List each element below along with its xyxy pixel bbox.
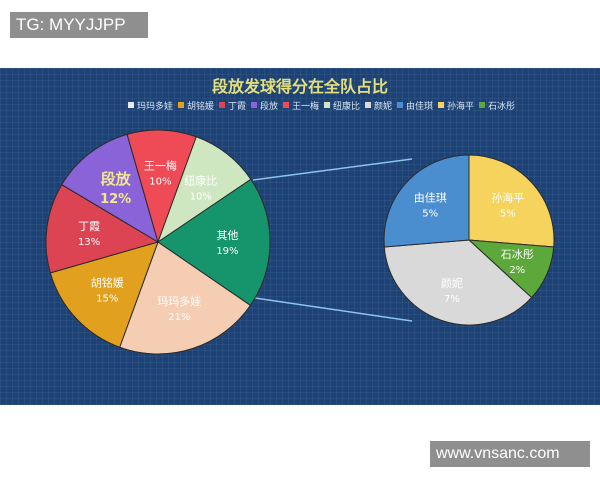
- main-pie-slice-label: 丁霞: [78, 220, 100, 233]
- main-pie-slice: [119, 241, 252, 355]
- chart-panel: 段放发球得分在全队占比 玛玛多娃 胡铭媛 丁霞 段放 王一梅 纽康比 颜妮 由佳琪 孙海平 石冰彤…: [0, 68, 600, 405]
- secondary-pie-slice: [468, 154, 555, 248]
- main-pie-slice-value: 12%: [100, 192, 131, 207]
- main-pie-slice-value: 10%: [190, 191, 212, 202]
- connector-line: [252, 158, 413, 181]
- legend-swatch: [178, 102, 184, 108]
- legend-item: 胡铭媛: [187, 100, 214, 112]
- connector-line: [254, 297, 413, 322]
- legend-swatch: [251, 102, 257, 108]
- main-pie-slice-label: 玛玛多娃: [157, 294, 201, 308]
- secondary-pie-slice: [383, 239, 533, 326]
- main-pie-slice-label: 段放: [101, 170, 132, 188]
- main-pie-slice-value: 13%: [78, 237, 100, 248]
- legend-swatch: [128, 102, 134, 108]
- watermark-bottom-right: www.vnsanc.com: [430, 441, 590, 467]
- secondary-pie-slice: [383, 154, 470, 248]
- secondary-pie-slice-label: 由佳琪: [414, 190, 447, 204]
- main-pie-slice-label: 其他: [216, 229, 238, 242]
- pie-of-pie-chart: 段放发球得分在全队占比 玛玛多娃 胡铭媛 丁霞 段放 王一梅 纽康比 颜妮 由佳琪 孙海平 石冰彤…: [45, 77, 555, 355]
- main-pie-slice: [61, 133, 159, 244]
- chart-title: 段放发球得分在全队占比: [212, 77, 388, 96]
- main-pie-slice-value: 15%: [96, 293, 118, 304]
- legend-item: 颜妮: [374, 100, 392, 112]
- main-pie-slice: [157, 178, 271, 306]
- legend-swatch: [479, 102, 485, 108]
- secondary-pie: 孙海平 5% 石冰彤 2% 颜妮 7% 由佳琪 5%: [383, 154, 555, 326]
- secondary-pie-slice-value: 2%: [509, 265, 525, 276]
- main-pie-slice-label: 胡铭媛: [91, 275, 124, 289]
- legend-item: 丁霞: [228, 101, 246, 112]
- main-pie-slice-label: 纽康比: [184, 173, 217, 187]
- secondary-pie-slice-label: 石冰彤: [501, 248, 534, 261]
- legend-swatch: [283, 102, 289, 108]
- legend-swatch: [438, 102, 444, 108]
- legend-swatch: [324, 102, 330, 108]
- secondary-pie-slice-value: 5%: [422, 208, 438, 219]
- legend-item: 段放: [260, 100, 278, 112]
- legend: 玛玛多娃 胡铭媛 丁霞 段放 王一梅 纽康比 颜妮 由佳琪 孙海平 石冰彤: [128, 100, 515, 112]
- legend-item: 石冰彤: [488, 100, 515, 112]
- legend-item: 王一梅: [292, 100, 319, 112]
- legend-swatch: [365, 102, 371, 108]
- legend-item: 纽康比: [333, 100, 360, 112]
- main-pie-slice-value: 19%: [216, 246, 238, 257]
- secondary-pie-slice-value: 5%: [500, 208, 516, 219]
- secondary-pie-slice-label: 颜妮: [441, 276, 463, 290]
- main-pie: 玛玛多娃 21% 胡铭媛 15% 丁霞 13% 段放 12% 王一梅 10% 纽康比 10% 其他 19%: [45, 129, 271, 355]
- legend-item: 玛玛多娃: [137, 100, 173, 112]
- legend-item: 由佳琪: [406, 100, 433, 112]
- legend-item: 孙海平: [447, 100, 474, 112]
- main-pie-slice: [45, 183, 160, 274]
- legend-swatch: [397, 102, 403, 108]
- secondary-pie-slice-label: 孙海平: [491, 190, 524, 204]
- main-pie-slice: [49, 241, 159, 348]
- main-pie-slice-value: 10%: [149, 177, 171, 188]
- legend-swatch: [219, 102, 225, 108]
- watermark-top-left: TG: MYYJJPP: [10, 12, 148, 38]
- main-pie-slice-label: 王一梅: [144, 159, 177, 173]
- secondary-pie-slice-value: 7%: [444, 294, 460, 305]
- main-pie-slice-value: 21%: [168, 312, 190, 323]
- connector-lines: [252, 158, 413, 322]
